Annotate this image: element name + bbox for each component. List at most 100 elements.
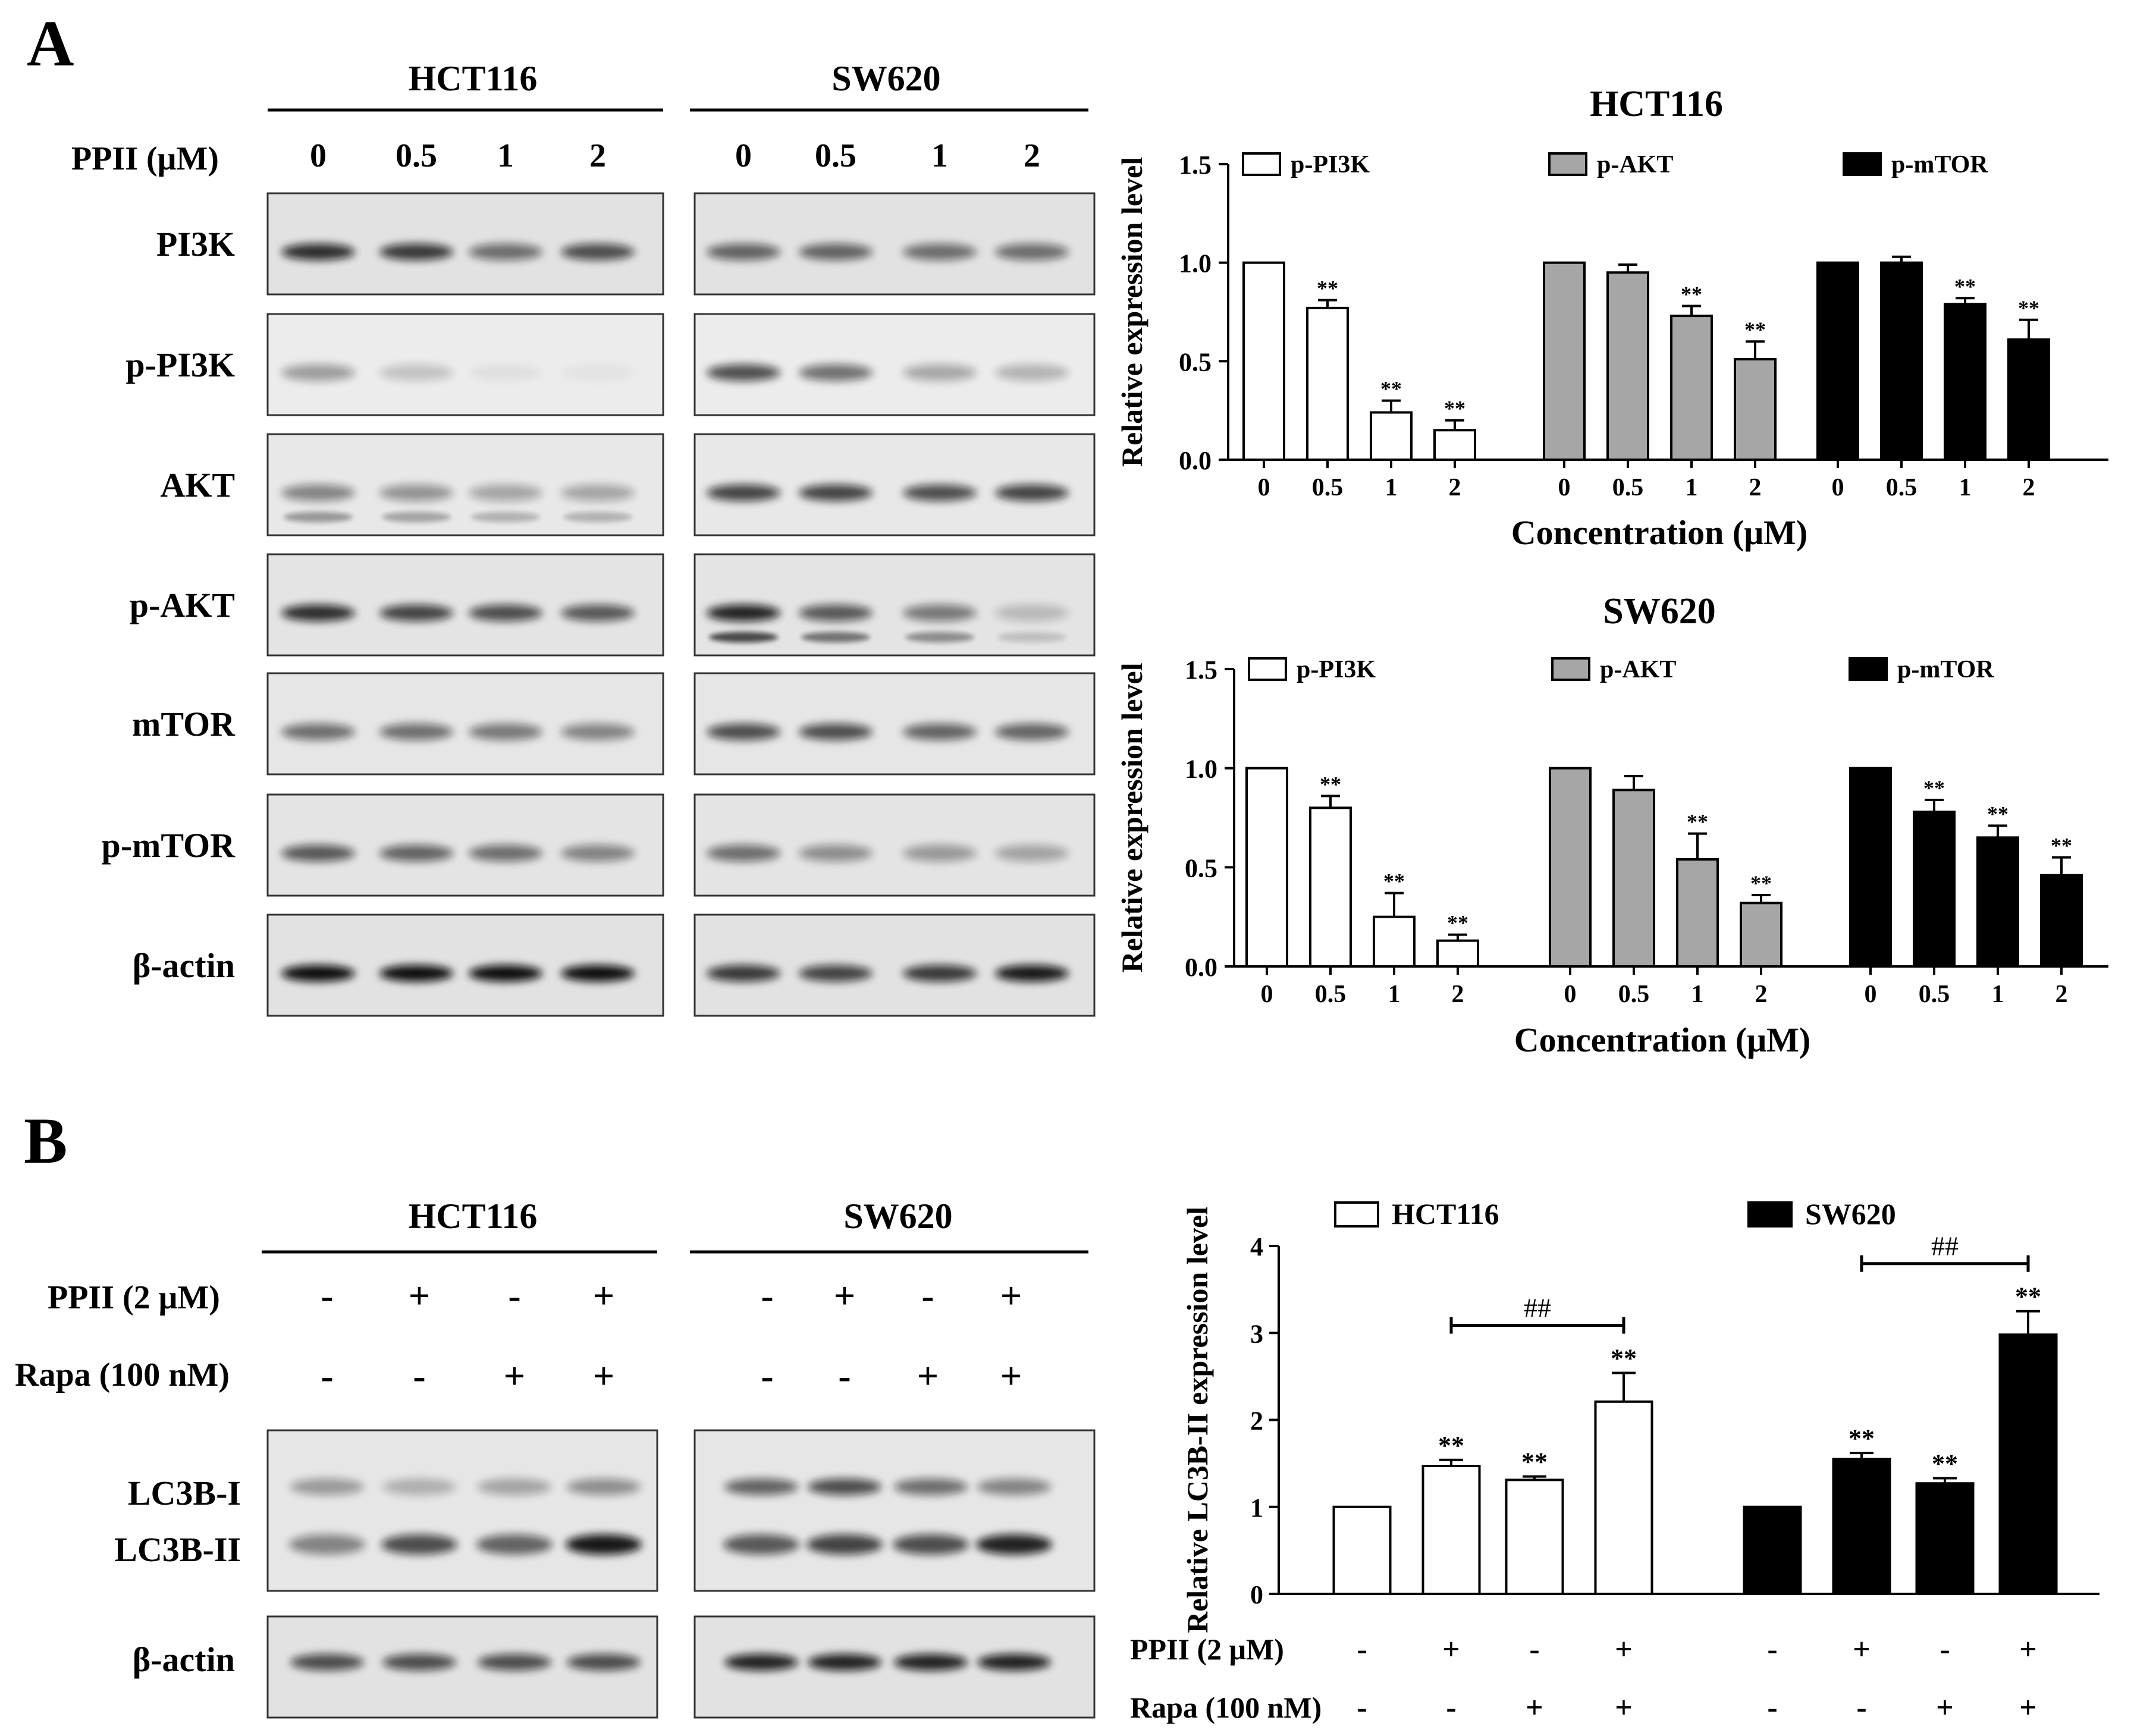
y-tick-label: 0.0: [1185, 953, 1217, 982]
blot-a-cell-line-sw620: SW620: [831, 59, 940, 98]
band-b-actin-1-1: [808, 1654, 881, 1671]
y-axis-label: Relative expression level: [1115, 157, 1148, 467]
bar-0-0: [1332, 1505, 1392, 1595]
legend-label-1: p-AKT: [1600, 656, 1676, 683]
blot-a-conc-sw620-2: 1: [931, 137, 948, 174]
band-a-0-0-1: [379, 243, 453, 260]
band-b-lc3ii-0-3: [566, 1534, 642, 1555]
x-tick-label: 2: [1449, 474, 1461, 501]
band-a-3-1-1: [799, 604, 873, 621]
sig-mark-2-3: **: [2051, 834, 2072, 858]
band-a-6-0-3: [561, 965, 635, 982]
x-axis-label: Concentration (μM): [1514, 1021, 1810, 1059]
band-a-6-0-1: [379, 965, 453, 982]
sig-mark-0-1: **: [1320, 772, 1341, 796]
membrane-b-lc3-1: [693, 1429, 1096, 1592]
legend-swatch-2: [1849, 657, 1888, 681]
bar-2-1: [1913, 811, 1956, 968]
y-tick-label: 0.5: [1185, 853, 1217, 883]
bar-2-0: [1849, 767, 1892, 968]
panel-letter-a: A: [27, 7, 74, 80]
blot-a-protein-labels: PI3K p-PI3K AKT p-AKT mTOR p-mTOR β-actin: [101, 225, 236, 985]
bar-0-1: [1309, 806, 1352, 968]
band-a-2-1-1: [799, 484, 873, 501]
x-tick-label: 0.5: [1919, 981, 1950, 1008]
ppii-sign-1-1: +: [1853, 1633, 1871, 1666]
sig-mark-0-3: **: [1447, 911, 1468, 935]
x-tick-label: 1: [1992, 981, 2004, 1008]
band-a-1-1-2: [903, 364, 977, 381]
legend-swatch-1: [1551, 657, 1590, 681]
x-tick-label: 0: [1258, 474, 1270, 501]
bar-0-2: [1505, 1478, 1564, 1596]
blot-a-label-3: p-AKT: [130, 586, 235, 624]
bar-1-0: [1549, 767, 1592, 968]
band-b-lc3i-0-0: [290, 1478, 364, 1495]
blot-b-label-lc3b-ii: LC3B-II: [114, 1530, 241, 1569]
blot-b-rapa-sign-sw620-3: +: [1000, 1355, 1022, 1397]
bracket-label-1: ##: [1931, 1231, 1959, 1261]
x-tick-label: 0.5: [1618, 981, 1650, 1008]
legend-swatch-0: [1242, 152, 1281, 176]
blot-b-cell-line-hct116: HCT116: [409, 1197, 538, 1236]
y-tick-label: 1.5: [1185, 655, 1217, 685]
panel-b-blot: HCT116 SW620 PPII (2 μM) Rapa (100 nM) -…: [15, 1197, 1096, 1719]
sig-mark-1-3: **: [1750, 871, 1772, 895]
x-axis-label: Concentration (μM): [1511, 513, 1807, 552]
band-a-3-1-0: [707, 604, 780, 621]
legend-label-0: p-PI3K: [1291, 151, 1370, 178]
blot-b-ppii-label: PPII (2 μM): [48, 1279, 220, 1316]
band-a-5-1-1: [799, 845, 873, 862]
rapa-sign-1-0: -: [1767, 1691, 1777, 1725]
band-a-6-0-0: [281, 965, 355, 982]
y-tick-label: 3: [1250, 1319, 1263, 1348]
band-a-2-1-0: [707, 484, 780, 501]
blot-b-rapa-sign-sw620-0: -: [761, 1355, 773, 1397]
sig-mark-0-2: **: [1383, 869, 1405, 893]
band-a-0-0-3: [561, 243, 635, 260]
panel-letter-b: B: [24, 1104, 67, 1177]
y-axis-label: Relative expression level: [1115, 663, 1148, 972]
sig-mark-2-1: **: [1923, 776, 1945, 800]
blot-a-conc-sw620-1: 0.5: [815, 137, 856, 174]
blot-a-membranes: [266, 192, 1096, 1017]
band-a-lower-3-1-2: [905, 632, 974, 643]
rapa-sign-0-1: -: [1446, 1691, 1456, 1725]
blot-b-rapa-label: Rapa (100 nM): [15, 1357, 230, 1393]
band-b-lc3ii-0-1: [381, 1534, 457, 1555]
band-a-5-0-3: [561, 845, 635, 862]
band-a-lower-3-1-3: [997, 632, 1066, 643]
y-tick-label: 0.0: [1179, 446, 1212, 475]
band-b-lc3i-1-2: [894, 1478, 968, 1495]
blot-b-rapa-sign-hct116-1: -: [413, 1355, 425, 1397]
band-a-4-0-3: [561, 723, 635, 740]
blot-a-conc-hct116-0: 0: [310, 137, 327, 174]
band-a-5-0-0: [281, 845, 355, 862]
rapa-sign-0-0: -: [1357, 1691, 1367, 1725]
y-tick-label: 0.5: [1179, 347, 1212, 376]
bar-1-2: [1670, 315, 1713, 461]
band-a-5-1-0: [707, 845, 780, 862]
band-b-actin-0-1: [382, 1654, 456, 1671]
blot-a-conc-hct116-3: 2: [589, 137, 606, 174]
band-a-1-1-0: [707, 364, 780, 381]
legend-swatch-0: [1334, 1201, 1379, 1228]
band-a-2-0-0: [281, 484, 355, 501]
blot-b-ppii-sign-hct116-0: -: [321, 1274, 333, 1317]
blot-b-label-lc3b-i: LC3B-I: [128, 1474, 241, 1512]
band-a-4-0-0: [281, 723, 355, 740]
blot-b-cell-line-sw620: SW620: [843, 1197, 952, 1236]
band-b-lc3ii-1-0: [723, 1534, 799, 1555]
bar-1-0: [1743, 1505, 1802, 1595]
band-a-5-0-2: [469, 845, 542, 862]
sig-mark-1-3: **: [2015, 1282, 2041, 1311]
band-a-0-1-2: [903, 243, 977, 260]
ppii-sign-0-1: +: [1442, 1633, 1460, 1666]
sig-mark-2-2: **: [1954, 274, 1976, 298]
sig-mark-1-2: **: [1681, 282, 1702, 306]
blot-b-label-beta-actin: β-actin: [133, 1640, 235, 1679]
y-tick-label: 1.0: [1179, 249, 1212, 278]
legend-swatch-0: [1248, 657, 1287, 681]
band-a-lower-2-0-0: [284, 511, 353, 523]
membrane-b-lc3-0: [266, 1429, 658, 1592]
